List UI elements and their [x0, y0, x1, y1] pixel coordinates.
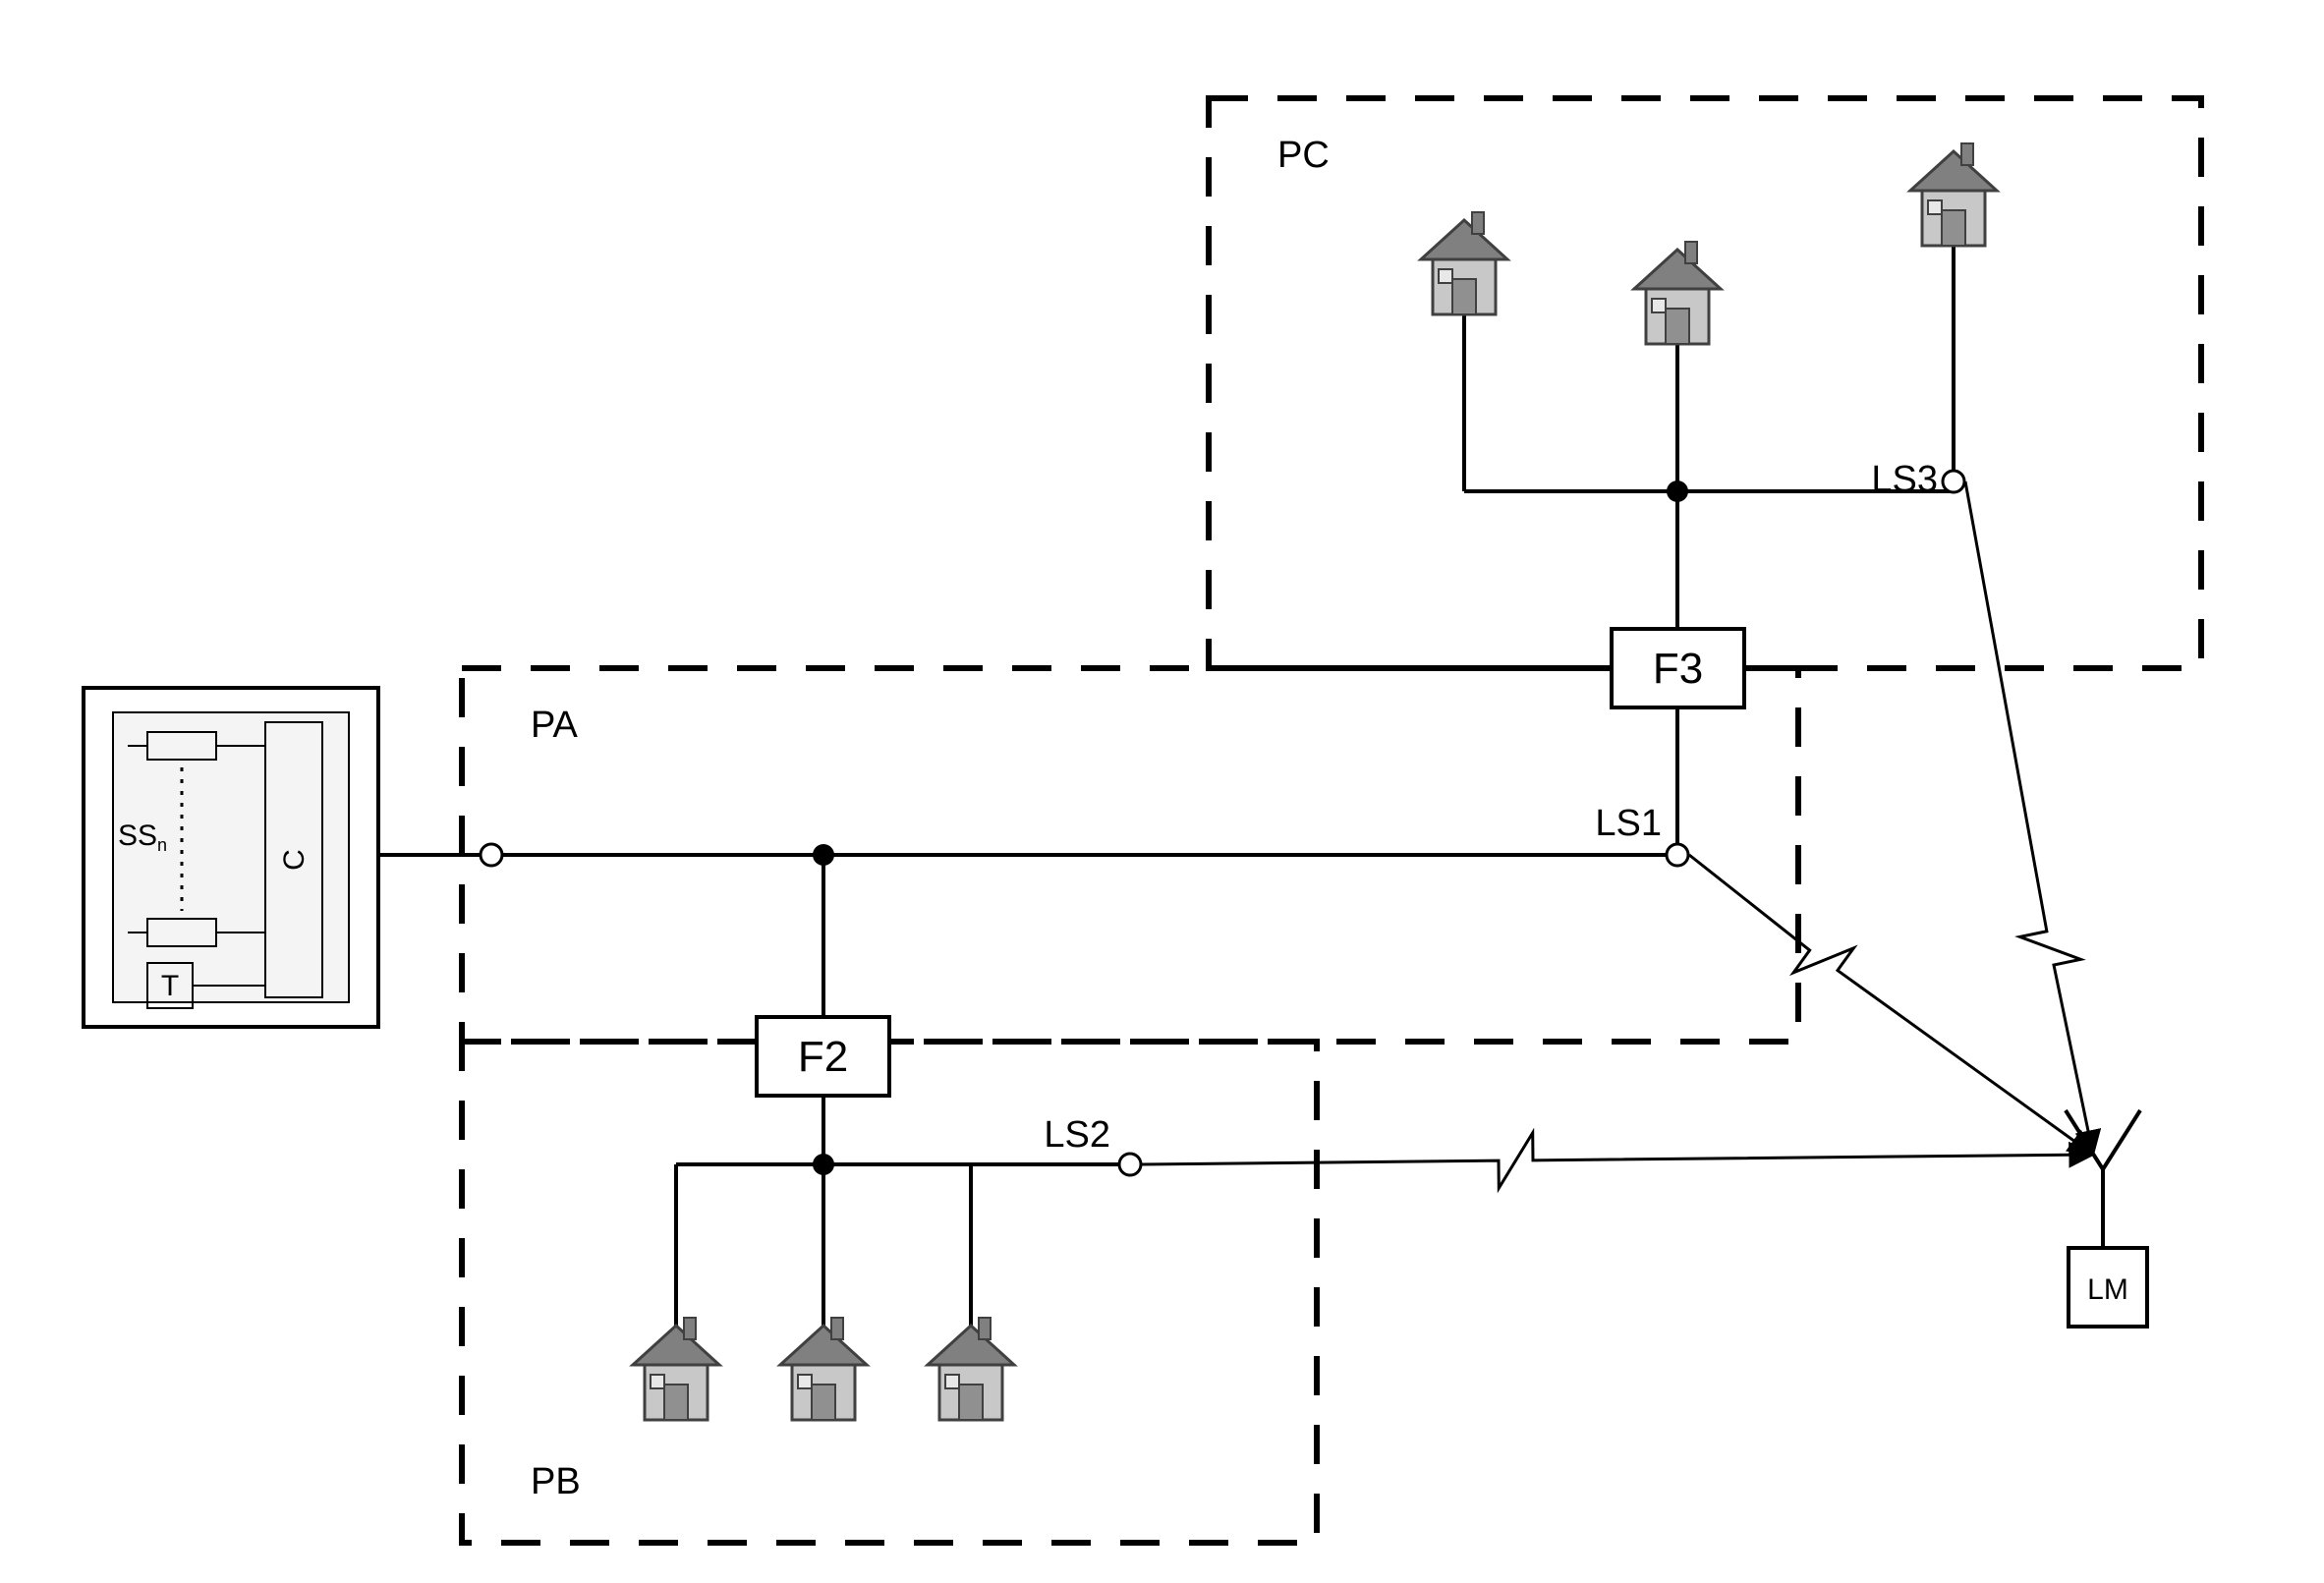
sensor-ls3: [1943, 471, 1964, 492]
partition-pc: [1209, 98, 2201, 668]
house-icon: [1421, 212, 1507, 314]
partition-pb-label: PB: [531, 1461, 581, 1502]
network-diagram: PAPBPCSSnTCF2F3LS1LS2LS3LM: [0, 0, 2324, 1583]
sensor-ls1: [1667, 844, 1688, 866]
junction-pb: [813, 1154, 834, 1175]
house-icon: [928, 1318, 1014, 1420]
c-label: C: [278, 849, 311, 871]
t-label: T: [161, 970, 179, 1002]
partition-pc-label: PC: [1277, 135, 1330, 176]
wireless-link-ls1: [1689, 855, 2093, 1155]
house-icon: [633, 1318, 719, 1420]
sensor-ls3-label: LS3: [1871, 459, 1938, 500]
antenna-icon: [2066, 1110, 2140, 1169]
sensor-ls1-label: LS1: [1595, 803, 1662, 844]
junction-main: [813, 844, 834, 866]
sensor-ls2: [1119, 1154, 1141, 1175]
house-icon: [1910, 143, 1997, 246]
partition-pb: [462, 1042, 1317, 1543]
house-icon: [1634, 242, 1721, 344]
f3-label: F3: [1653, 645, 1703, 693]
f2-label: F2: [798, 1033, 848, 1081]
wireless-link-ls2: [1142, 1133, 2093, 1188]
output-node: [481, 844, 502, 866]
house-icon: [780, 1318, 867, 1420]
lm-label: LM: [2087, 1273, 2128, 1306]
wireless-link-ls3: [1965, 481, 2093, 1155]
junction-pc: [1667, 481, 1688, 502]
partition-pa-label: PA: [531, 705, 579, 746]
sensor-ls2-label: LS2: [1044, 1114, 1110, 1156]
